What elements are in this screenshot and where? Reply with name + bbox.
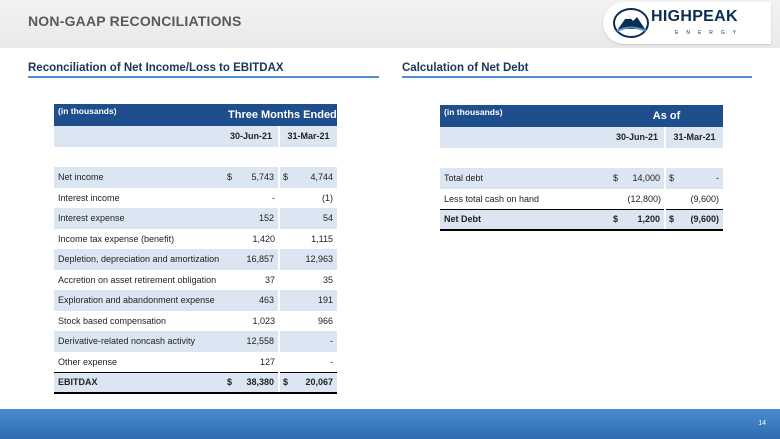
column-header-2: 31-Mar-21 xyxy=(277,126,338,147)
table-row: Interest expense 152 54 xyxy=(54,208,338,229)
table-row: Total debt $ 14,000 $ - xyxy=(440,168,723,189)
table-row: Derivative-related noncash activity 12,5… xyxy=(54,331,338,352)
company-logo: HIGHPEAK ENERGY xyxy=(603,2,771,44)
mountain-logo-icon xyxy=(613,8,649,38)
column-header-row: 30-Jun-21 31-Mar-21 xyxy=(54,126,338,147)
right-section-title: Calculation of Net Debt xyxy=(402,62,529,74)
table-row: Other expense 127 - xyxy=(58,356,334,367)
span-header: Three Months Ended xyxy=(224,104,338,126)
table-row: Stock based compensation 1,023 966 xyxy=(58,315,334,326)
slide-title: NON-GAAP RECONCILIATIONS xyxy=(28,13,242,29)
table-header-row: (in thousands) As of xyxy=(440,105,723,127)
table-row: Interest income - (1) xyxy=(58,192,334,203)
spacer-row xyxy=(54,147,337,168)
span-header: As of xyxy=(610,105,723,127)
left-section-rule xyxy=(28,76,379,78)
net-debt-table: (in thousands) As of 30-Jun-21 31-Mar-21… xyxy=(440,105,723,231)
table-row: Accretion on asset retirement obligation… xyxy=(58,274,334,285)
logo-subtext: ENERGY xyxy=(675,30,745,36)
header-bar: NON-GAAP RECONCILIATIONS HIGHPEAK ENERGY xyxy=(0,0,780,48)
total-row: Net Debt $ 1,200 $ (9,600) xyxy=(440,208,723,231)
column-header-row: 30-Jun-21 31-Mar-21 xyxy=(440,127,723,148)
ebitdax-table: (in thousands) Three Months Ended 30-Jun… xyxy=(54,104,338,394)
table-row: Exploration and abandonment expense 463 … xyxy=(54,290,338,311)
table-row: Less total cash on hand (12,800) (9,600) xyxy=(444,193,719,204)
table-row: Depletion, depreciation and amortization… xyxy=(54,249,338,270)
total-row: EBITDAX $ 38,380 $ 20,067 xyxy=(54,371,338,394)
page-number: 14 xyxy=(758,420,766,427)
footer-bar: 14 xyxy=(0,409,780,439)
right-section-rule xyxy=(402,76,752,78)
table-row: Net income $ 5,743 $ 4,744 xyxy=(54,167,338,188)
left-section-title: Reconciliation of Net Income/Loss to EBI… xyxy=(28,62,284,74)
spacer-row xyxy=(440,148,723,169)
unit-label: (in thousands) xyxy=(54,104,224,126)
unit-label: (in thousands) xyxy=(440,105,610,127)
column-header-2: 31-Mar-21 xyxy=(664,127,723,148)
table-row: Income tax expense (benefit) 1,420 1,115 xyxy=(58,233,334,244)
table-header-row: (in thousands) Three Months Ended xyxy=(54,104,338,126)
column-header-1: 30-Jun-21 xyxy=(610,127,665,148)
logo-wordmark: HIGHPEAK xyxy=(651,8,738,25)
column-header-1: 30-Jun-21 xyxy=(224,126,279,147)
